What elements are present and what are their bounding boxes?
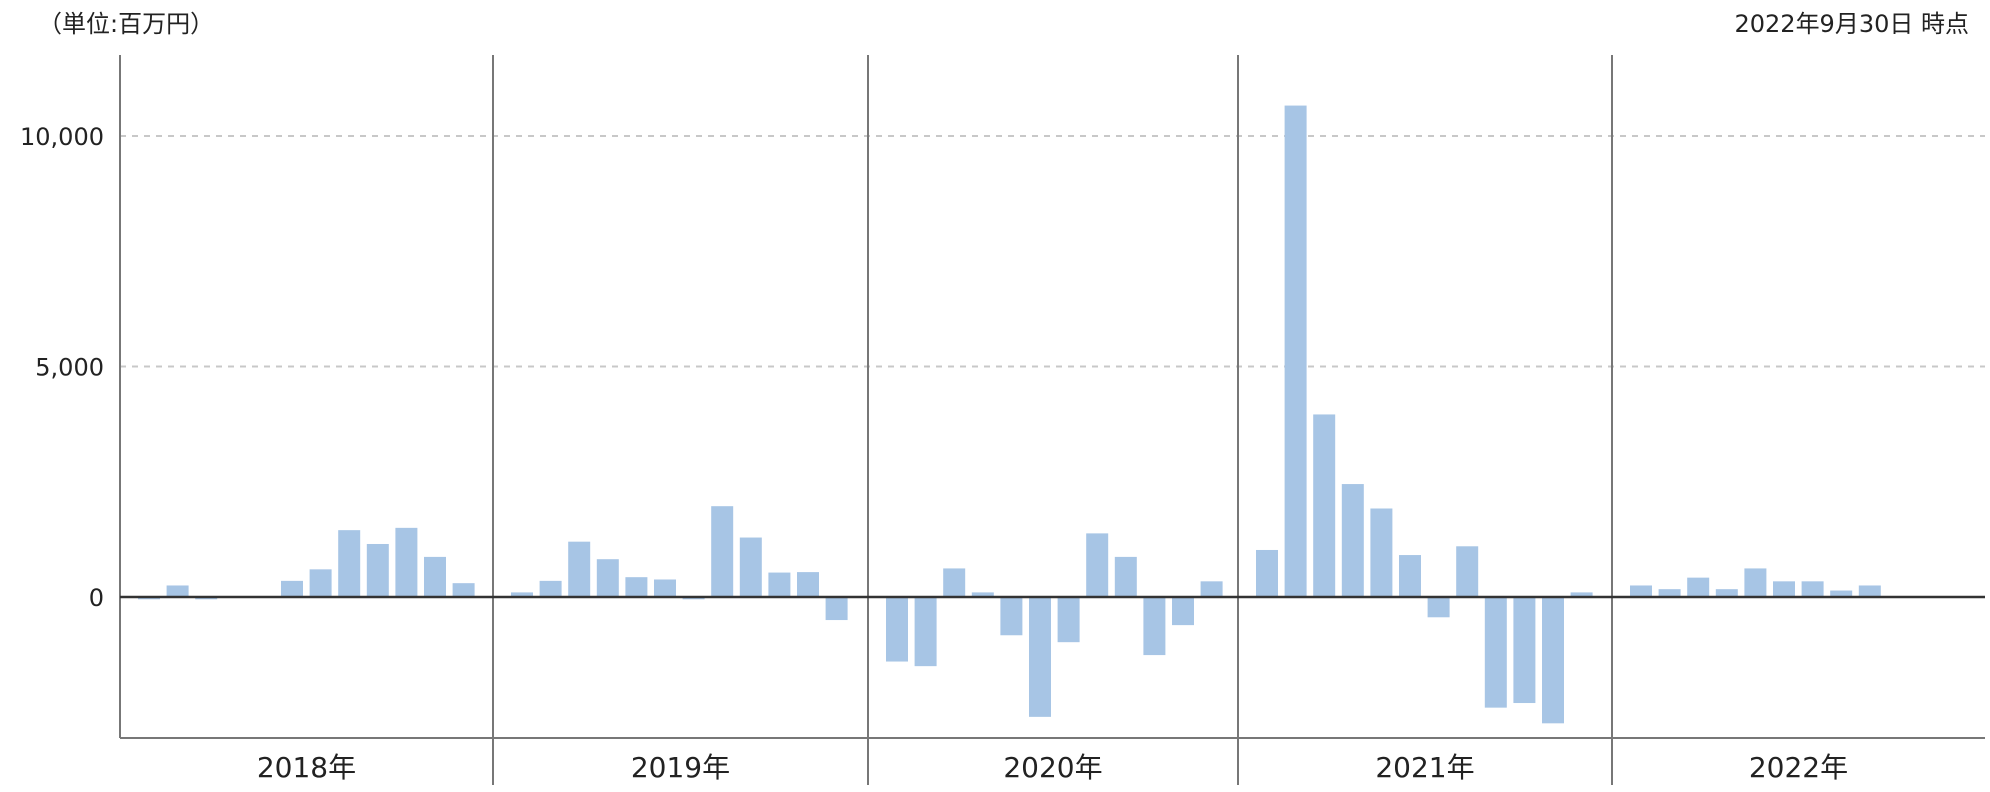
x-tick-label: 2021年 [1375, 751, 1474, 784]
bar [1172, 597, 1194, 626]
bar [739, 537, 762, 597]
y-tick-label: 10,000 [20, 123, 104, 151]
bar [338, 530, 361, 597]
y-axis-labels: 0 5,000 10,000 [20, 123, 104, 612]
bar [366, 543, 389, 597]
bar [1658, 589, 1681, 597]
bar [1542, 597, 1564, 724]
bar [797, 572, 819, 597]
bar [914, 597, 937, 667]
y-tick-label: 0 [89, 584, 104, 612]
bar [1114, 556, 1137, 597]
bar [1399, 555, 1421, 597]
bar [625, 577, 648, 597]
bar [1456, 546, 1479, 597]
bar [1858, 585, 1881, 597]
bar [281, 580, 303, 597]
bar [1630, 585, 1652, 597]
bar [1570, 592, 1593, 597]
bar [1715, 589, 1738, 597]
bar-series [138, 105, 1881, 724]
bar [1687, 577, 1710, 597]
gridlines [120, 135, 1985, 368]
bar [654, 579, 676, 597]
bar [539, 580, 562, 597]
x-tick-label: 2018年 [257, 751, 356, 784]
bar [1513, 597, 1536, 704]
x-tick-label: 2019年 [631, 751, 730, 784]
bar [309, 569, 332, 597]
bar [1801, 581, 1824, 597]
bar [1830, 590, 1853, 597]
bar [424, 556, 446, 597]
bar [1086, 533, 1109, 597]
bar [395, 527, 418, 597]
bar [886, 597, 908, 662]
bar [943, 568, 966, 597]
unit-label: （単位:百万円） [38, 10, 215, 38]
as-of-date-label: 2022年9月30日 時点 [1734, 10, 1969, 38]
bar [1143, 597, 1166, 656]
bar [1029, 597, 1051, 717]
bar [452, 583, 475, 597]
bar [1427, 597, 1450, 618]
x-axis-labels: 2018年 2019年 2020年 2021年 2022年 [257, 751, 1848, 784]
bar [768, 572, 791, 597]
bar [568, 541, 591, 597]
bar [511, 592, 533, 597]
bar [166, 585, 189, 597]
x-tick-label: 2022年 [1749, 751, 1848, 784]
axes [119, 55, 1985, 785]
y-tick-label: 5,000 [35, 354, 104, 382]
bar [1773, 581, 1795, 597]
bar [1484, 597, 1507, 708]
bar [1284, 105, 1307, 597]
bar [971, 592, 994, 597]
bar [1200, 581, 1223, 597]
bar [711, 506, 734, 597]
bar [1341, 484, 1364, 597]
bar [1744, 568, 1767, 597]
bar [1057, 597, 1080, 643]
bar [1000, 597, 1023, 636]
x-tick-label: 2020年 [1003, 751, 1102, 784]
bar [1370, 508, 1393, 597]
bar [1313, 414, 1336, 597]
bar [1256, 549, 1278, 597]
bar [825, 597, 848, 621]
bar [596, 559, 619, 597]
